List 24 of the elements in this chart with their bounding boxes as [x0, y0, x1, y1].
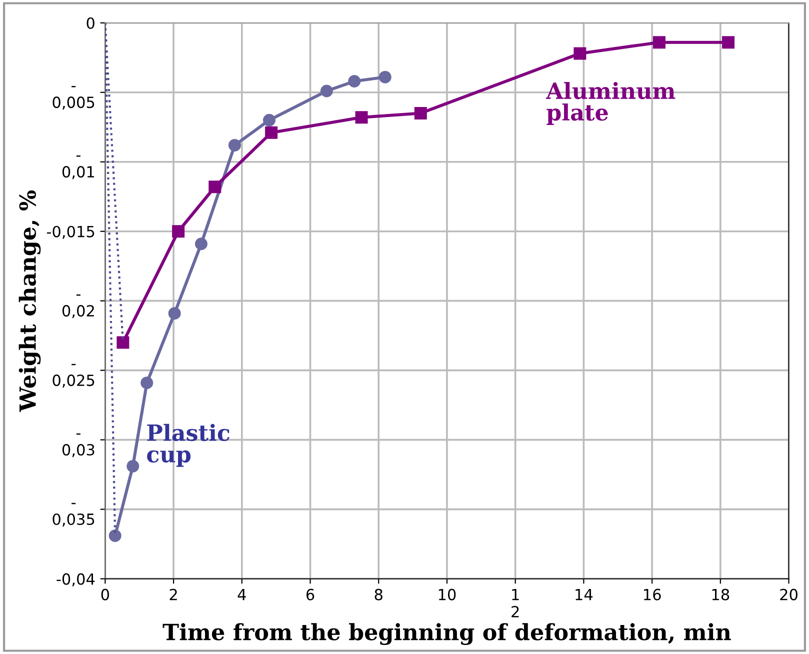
- y-tick-label: -0,015: [46, 226, 94, 239]
- x-tick-label: 16: [644, 588, 661, 600]
- y-tick-label: - 0,01: [62, 155, 94, 180]
- y-axis-title: Weight change, %: [18, 190, 41, 412]
- x-tick-label: 0: [101, 588, 110, 600]
- x-tick-label: 4: [238, 588, 246, 600]
- annotation: Aluminum plate: [546, 82, 676, 125]
- y-tick-label: -0,04: [56, 573, 95, 586]
- y-tick-label: - 0,025: [52, 364, 94, 388]
- x-tick-label: 10: [438, 588, 456, 600]
- x-tick-label: 6: [306, 588, 314, 600]
- x-tick-label: 1 2: [512, 588, 519, 618]
- x-axis-title: Time from the beginning of deformation, min: [162, 623, 731, 646]
- x-tick-label: 2: [170, 588, 177, 600]
- x-tick-label: 20: [780, 588, 798, 600]
- x-tick-label: 14: [576, 588, 593, 600]
- y-tick-label: - 0,005: [52, 86, 94, 110]
- x-tick-label: 18: [712, 588, 730, 600]
- y-tick-label: - 0,035: [52, 502, 94, 527]
- x-tick-label: 8: [374, 588, 382, 600]
- y-tick-label: - 0,02: [62, 294, 94, 318]
- y-tick-label: 0: [86, 17, 94, 29]
- annotation: Plastic cup: [147, 424, 230, 467]
- y-tick-label: - 0,03: [62, 433, 94, 458]
